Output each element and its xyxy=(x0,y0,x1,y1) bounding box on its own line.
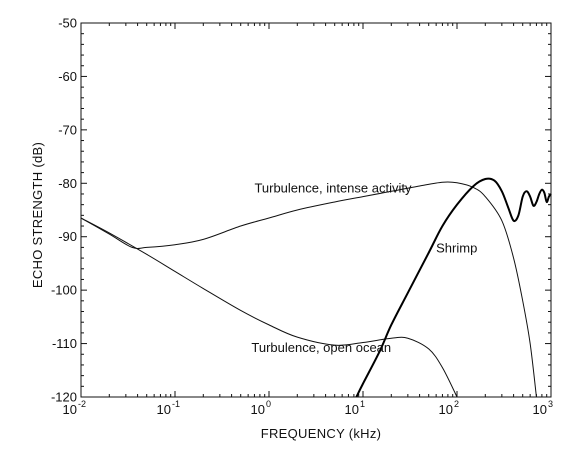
series-line-shrimp xyxy=(355,177,552,398)
x-tick-exponent: -1 xyxy=(172,399,180,409)
x-tick-exponent: 1 xyxy=(360,399,365,409)
x-tick-base: 10 xyxy=(251,402,265,417)
x-tick-label: 10 -2 xyxy=(63,399,86,417)
x-tick-label: 10 1 xyxy=(345,399,365,417)
annotation-label: Turbulence, intense activity xyxy=(254,180,412,195)
y-tick-label: -70 xyxy=(58,122,77,137)
x-tick-label: 10 -1 xyxy=(157,399,180,417)
y-tick-label: -100 xyxy=(51,283,77,298)
x-tick-label: 10 2 xyxy=(439,399,459,417)
x-tick-exponent: 0 xyxy=(266,399,271,409)
y-tick-label: -50 xyxy=(58,16,77,31)
y-tick-label: -60 xyxy=(58,69,77,84)
x-tick-base: 10 xyxy=(345,402,359,417)
x-tick-base: 10 xyxy=(63,402,77,417)
y-axis-label: ECHO STRENGTH (dB) xyxy=(30,142,45,288)
annotation-label: Turbulence, open ocean xyxy=(251,340,391,355)
y-tick-label: -120 xyxy=(51,390,77,405)
x-tick-exponent: 2 xyxy=(454,399,459,409)
y-tick-label: -90 xyxy=(58,229,77,244)
x-tick-base: 10 xyxy=(439,402,453,417)
x-axis-label: FREQUENCY (kHz) xyxy=(261,426,382,441)
axis-ticks xyxy=(80,22,551,398)
x-tick-base: 10 xyxy=(157,402,171,417)
annotations: Turbulence, intense activity Shrimp Turbul… xyxy=(251,180,477,355)
x-tick-exponent: -2 xyxy=(78,399,86,409)
plot-frame xyxy=(80,22,552,398)
x-tick-base: 10 xyxy=(533,402,547,417)
x-tick-label: 10 3 xyxy=(533,399,553,417)
y-tick-label: -80 xyxy=(58,176,77,191)
y-tick-label: -110 xyxy=(52,336,77,351)
series-lines xyxy=(80,177,552,398)
x-tick-label: 10 0 xyxy=(251,399,271,417)
series-line-turbulence-open-ocean xyxy=(80,217,458,398)
x-tick-exponent: 3 xyxy=(548,399,553,409)
annotation-label: Shrimp xyxy=(436,241,477,256)
series-line-turbulence-intense-activity xyxy=(80,181,537,398)
